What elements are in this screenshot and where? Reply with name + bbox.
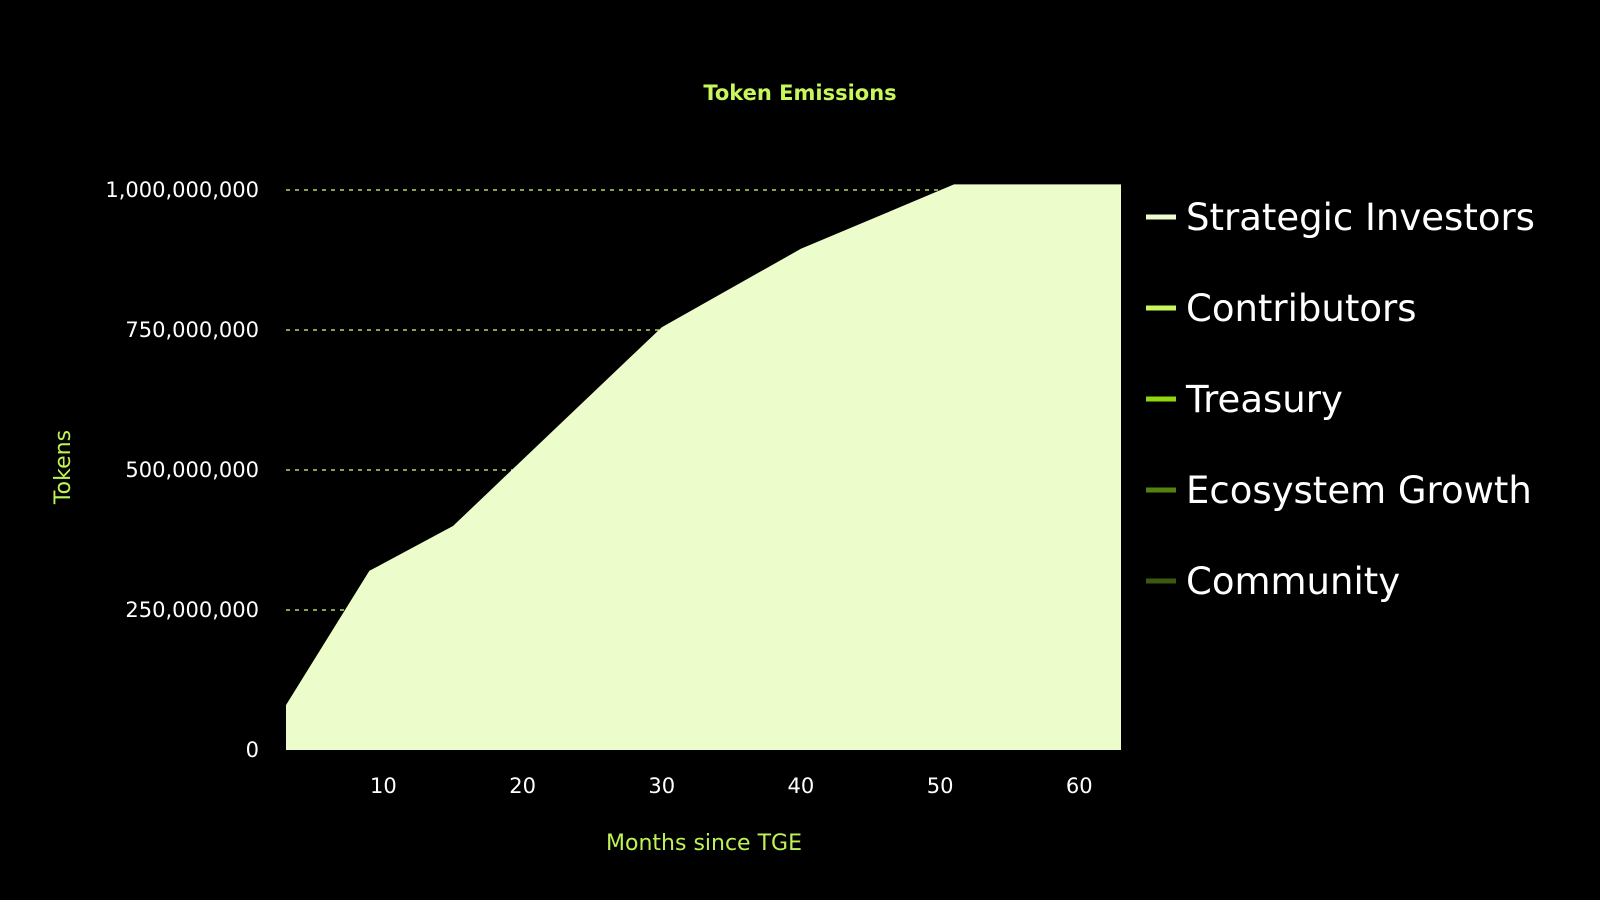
x-tick-label: 60 bbox=[1066, 774, 1093, 798]
legend-swatch bbox=[1146, 305, 1176, 311]
legend-item-treasury: Treasury bbox=[1146, 378, 1343, 421]
x-tick-label: 30 bbox=[648, 774, 675, 798]
legend-label: Ecosystem Growth bbox=[1186, 469, 1532, 512]
x-tick-label: 40 bbox=[788, 774, 815, 798]
x-tick-label: 50 bbox=[927, 774, 954, 798]
x-tick-label: 20 bbox=[509, 774, 536, 798]
legend-swatch bbox=[1146, 578, 1176, 584]
y-tick-label: 750,000,000 bbox=[125, 318, 259, 342]
legend: Strategic Investors Contributors Treasury E… bbox=[1146, 196, 1535, 603]
y-tick-label: 1,000,000,000 bbox=[105, 178, 259, 202]
y-tick-label: 250,000,000 bbox=[125, 598, 259, 622]
area-strategic-investors bbox=[286, 184, 1121, 750]
y-tick-label: 500,000,000 bbox=[125, 458, 259, 482]
legend-label: Community bbox=[1186, 560, 1400, 603]
chart-title: Token Emissions bbox=[703, 81, 896, 105]
legend-swatch bbox=[1146, 214, 1176, 220]
legend-label: Contributors bbox=[1186, 287, 1417, 330]
legend-item-ecosystem-growth: Ecosystem Growth bbox=[1146, 469, 1532, 512]
legend-swatch bbox=[1146, 396, 1176, 402]
x-tick-label: 10 bbox=[370, 774, 397, 798]
x-axis-label: Months since TGE bbox=[606, 831, 802, 856]
legend-label: Strategic Investors bbox=[1186, 196, 1535, 239]
legend-item-community: Community bbox=[1146, 560, 1400, 603]
legend-item-contributors: Contributors bbox=[1146, 287, 1417, 330]
legend-swatch bbox=[1146, 487, 1176, 493]
legend-item-strategic-investors: Strategic Investors bbox=[1146, 196, 1535, 239]
legend-label: Treasury bbox=[1185, 378, 1343, 421]
stacked-areas bbox=[286, 184, 1121, 750]
x-axis-ticks: 10 20 30 40 50 60 bbox=[370, 774, 1093, 798]
y-tick-label: 0 bbox=[246, 738, 259, 762]
y-axis-ticks: 0 250,000,000 500,000,000 750,000,000 1,000,… bbox=[105, 178, 259, 762]
y-axis-label: Tokens bbox=[51, 430, 76, 505]
